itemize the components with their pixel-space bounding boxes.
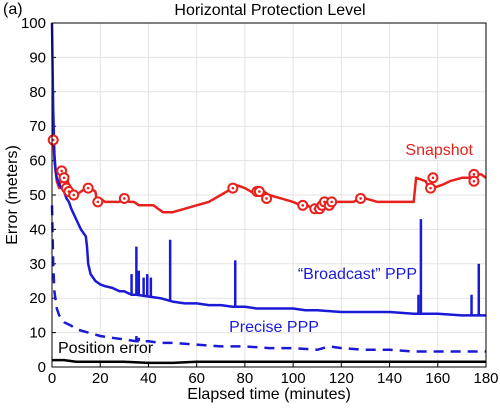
plot-frame [51,22,487,368]
annotation-broadcast-ppp: “Broadcast” PPP [298,266,417,283]
y-tick-label: 20 [29,290,46,307]
y-tick-label: 80 [29,84,46,101]
y-axis-label: Error (meters) [4,145,21,245]
series-precise-ppp-line [50,205,486,353]
annotation-precise-ppp: Precise PPP [229,319,319,336]
series-position-error-line [52,358,486,365]
x-axis-label: Elapsed time (minutes) [187,386,351,403]
x-tick-label: 60 [188,370,205,387]
chart-title: Horizontal Protection Level [174,2,365,19]
panel-label: (a) [3,1,23,18]
y-tick-label: 10 [29,325,46,342]
snapshot-marker [427,172,439,184]
annotation-snapshot: Snapshot [405,142,473,159]
series-layer [50,22,487,365]
x-tick-label: 120 [329,370,354,387]
y-tick-label: 70 [29,118,46,135]
x-tick-labels: 0 20 40 60 80 100 120 140 160 180 [48,370,499,387]
snapshot-marker [355,192,367,204]
snapshot-marker [326,196,338,208]
series-broadcast-ppp-line [50,22,486,317]
snapshot-marker [227,182,239,194]
y-tick-label: 100 [21,15,46,32]
x-tick-label: 100 [281,370,306,387]
snapshot-marker [92,196,104,208]
y-tick-label: 50 [29,187,46,204]
y-tick-label: 0 [38,359,46,376]
y-tick-label: 30 [29,256,46,273]
snapshot-marker [47,134,59,146]
snapshot-marker [425,182,437,194]
x-tick-label: 80 [237,370,254,387]
x-tick-label: 20 [92,370,109,387]
y-tick-labels: 0 10 20 30 40 50 60 70 80 90 100 [21,15,46,376]
snapshot-marker [261,192,273,204]
y-tick-label: 60 [29,153,46,170]
snapshot-marker [297,199,309,211]
x-tick-label: 0 [48,370,56,387]
snapshot-marker [58,172,70,184]
x-tick-label: 160 [425,370,450,387]
snapshot-marker [82,182,94,194]
snapshot-marker [68,189,80,201]
annotation-position-error: Position error [58,340,154,357]
x-tick-label: 140 [377,370,402,387]
snapshot-markers [47,134,480,215]
snapshot-marker [468,175,480,187]
x-tick-label: 40 [140,370,157,387]
y-tick-label: 40 [29,221,46,238]
snapshot-marker [118,192,130,204]
y-tick-label: 90 [29,49,46,66]
snapshot-marker [253,186,265,198]
x-tick-label: 180 [473,370,498,387]
